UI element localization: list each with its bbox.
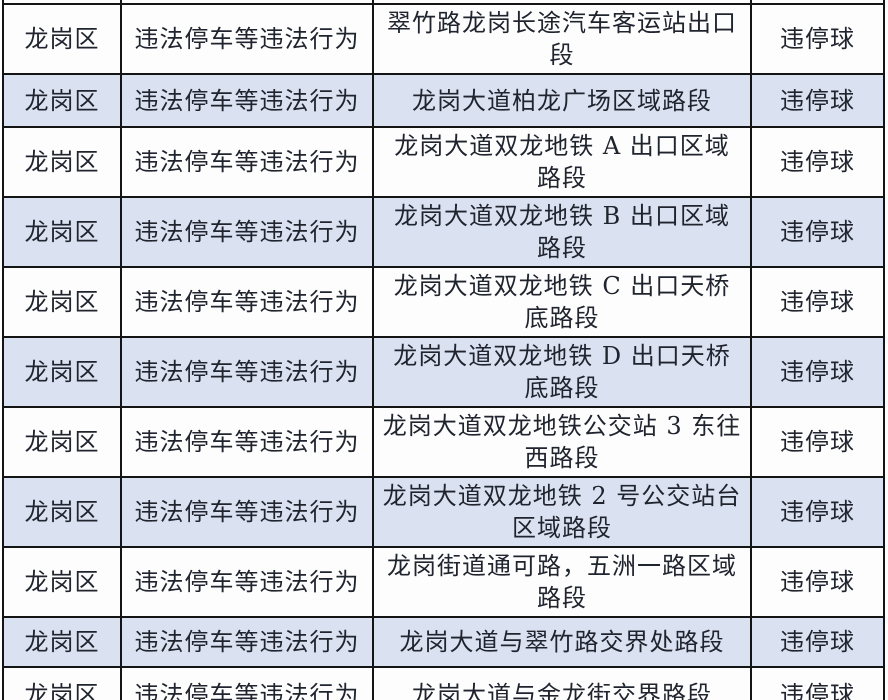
violation-cell: 违法停车等违法行为	[120, 126, 374, 198]
violation-cell: 违法停车等违法行为	[120, 406, 374, 478]
violation-cell: 违法停车等违法行为	[120, 266, 374, 338]
table-row: 龙岗区 违法停车等违法行为 龙岗大道双龙地铁 2 号公交站台区域路段 违停球	[2, 476, 885, 548]
location-cell: 龙岗大道柏龙广场区域路段	[372, 73, 752, 128]
table-row: 龙岗区 违法停车等违法行为 龙岗大道与翠竹路交界处路段 违停球	[2, 616, 885, 668]
device-cell: 违停球	[750, 546, 885, 618]
district-cell: 龙岗区	[2, 73, 122, 128]
device-cell	[750, 0, 885, 5]
device-cell: 违停球	[750, 476, 885, 548]
district-cell: 龙岗区	[2, 666, 122, 700]
location-cell: 龙岗大道双龙地铁 A 出口区域路段	[372, 126, 752, 198]
location-cell: 龙岗街道通可路，五洲一路区域路段	[372, 546, 752, 618]
district-cell	[2, 0, 122, 5]
table-row: 龙岗区 违法停车等违法行为 龙岗大道柏龙广场区域路段 违停球	[2, 73, 885, 128]
table-row: 龙岗区 违法停车等违法行为 龙岗大道双龙地铁 A 出口区域路段 违停球	[2, 126, 885, 198]
district-cell: 龙岗区	[2, 126, 122, 198]
table-row: 龙岗区 违法停车等违法行为 龙岗大道与金龙街交界路段 违停球	[2, 666, 885, 700]
violation-cell: 违法停车等违法行为	[120, 336, 374, 408]
table-row: 龙岗区 违法停车等违法行为 龙岗大道双龙地铁公交站 3 东往西路段 违停球	[2, 406, 885, 478]
violation-cell: 违法停车等违法行为	[120, 73, 374, 128]
device-cell: 违停球	[750, 616, 885, 668]
table-row: 龙岗区 违法停车等违法行为 龙岗大道双龙地铁 B 出口区域路段 违停球	[2, 196, 885, 268]
table-row: 龙岗区 违法停车等违法行为 翠竹路龙岗长途汽车客运站出口段 违停球	[2, 3, 885, 75]
district-cell: 龙岗区	[2, 406, 122, 478]
district-cell: 龙岗区	[2, 546, 122, 618]
location-cell: 龙岗大道双龙地铁 D 出口天桥底路段	[372, 336, 752, 408]
district-cell: 龙岗区	[2, 616, 122, 668]
device-cell: 违停球	[750, 406, 885, 478]
device-cell: 违停球	[750, 336, 885, 408]
table-row-partial-top	[2, 0, 885, 5]
device-cell: 违停球	[750, 3, 885, 75]
location-cell	[372, 0, 752, 5]
district-cell: 龙岗区	[2, 476, 122, 548]
violation-cell: 违法停车等违法行为	[120, 3, 374, 75]
device-cell: 违停球	[750, 666, 885, 700]
district-cell: 龙岗区	[2, 196, 122, 268]
district-cell: 龙岗区	[2, 336, 122, 408]
location-cell: 龙岗大道与翠竹路交界处路段	[372, 616, 752, 668]
violation-cell: 违法停车等违法行为	[120, 196, 374, 268]
district-cell: 龙岗区	[2, 3, 122, 75]
device-cell: 违停球	[750, 266, 885, 338]
table-row: 龙岗区 违法停车等违法行为 龙岗大道双龙地铁 C 出口天桥底路段 违停球	[2, 266, 885, 338]
location-cell: 龙岗大道双龙地铁 C 出口天桥底路段	[372, 266, 752, 338]
violation-cell	[120, 0, 374, 5]
violation-cell: 违法停车等违法行为	[120, 546, 374, 618]
device-cell: 违停球	[750, 196, 885, 268]
device-cell: 违停球	[750, 73, 885, 128]
location-cell: 龙岗大道双龙地铁 2 号公交站台区域路段	[372, 476, 752, 548]
location-cell: 龙岗大道双龙地铁 B 出口区域路段	[372, 196, 752, 268]
table-row: 龙岗区 违法停车等违法行为 龙岗街道通可路，五洲一路区域路段 违停球	[2, 546, 885, 618]
violation-cell: 违法停车等违法行为	[120, 476, 374, 548]
device-cell: 违停球	[750, 126, 885, 198]
location-cell: 龙岗大道与金龙街交界路段	[372, 666, 752, 700]
location-cell: 翠竹路龙岗长途汽车客运站出口段	[372, 3, 752, 75]
table-row: 龙岗区 违法停车等违法行为 龙岗大道双龙地铁 D 出口天桥底路段 违停球	[2, 336, 885, 408]
district-cell: 龙岗区	[2, 266, 122, 338]
violation-cell: 违法停车等违法行为	[120, 616, 374, 668]
violation-cell: 违法停车等违法行为	[120, 666, 374, 700]
location-cell: 龙岗大道双龙地铁公交站 3 东往西路段	[372, 406, 752, 478]
